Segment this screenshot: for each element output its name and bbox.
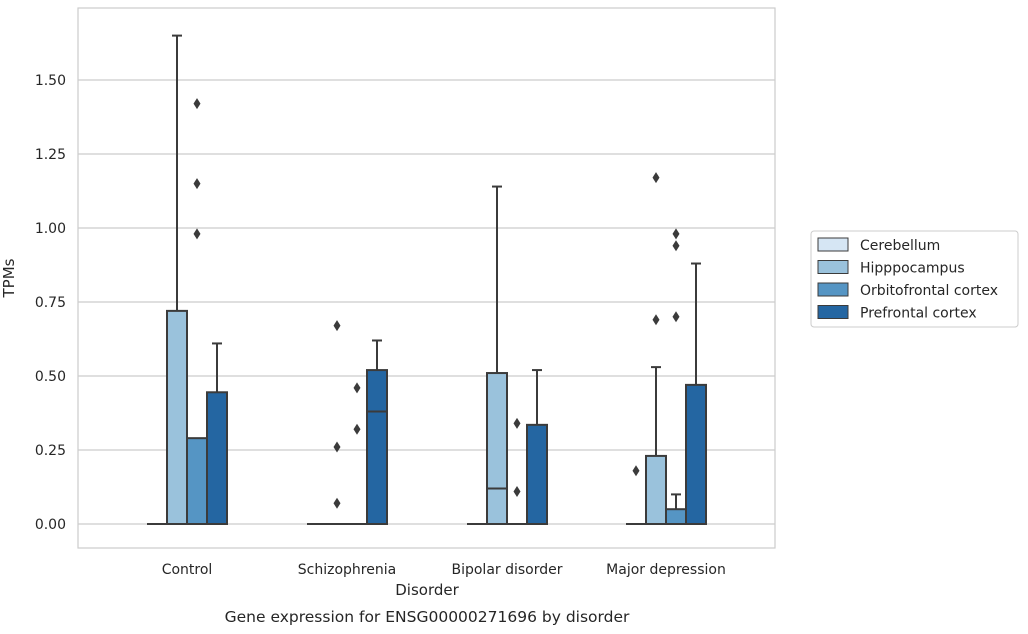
box-cerebellum-3 (626, 465, 646, 525)
outlier-point (353, 423, 361, 435)
box-prefrontal-cortex-3 (685, 262, 707, 525)
box-hipppocampus-2 (486, 185, 508, 526)
box-hipppocampus-3 (645, 172, 667, 526)
legend-swatch (817, 260, 849, 274)
box-rect (645, 454, 667, 526)
legend-swatch (817, 305, 849, 319)
outlier-point (652, 314, 660, 326)
box-rect (186, 437, 208, 525)
outlier-point (672, 311, 680, 323)
legend-label: Hipppocampus (860, 261, 965, 277)
outlier-point (193, 98, 201, 110)
outlier-point (333, 441, 341, 453)
box-prefrontal-cortex-1 (366, 339, 388, 525)
outlier-point (632, 465, 640, 477)
legend-label: Cerebellum (860, 238, 940, 254)
x-tick-label: Bipolar disorder (451, 562, 562, 578)
y-tick-labels: 0.00 0.25 0.50 0.75 1.00 1.25 1.50 (35, 73, 66, 533)
legend-label: Orbitofrontal cortex (860, 283, 998, 299)
y-tick-label: 0.75 (35, 295, 66, 311)
box-prefrontal-cortex-2 (526, 369, 548, 525)
box-orbitofrontal-cortex-2 (507, 417, 527, 525)
legend: Cerebellum Hipppocampus Orbitofrontal cort… (810, 230, 1019, 328)
box-orbitofrontal-cortex-3 (665, 228, 687, 526)
legend-swatch (817, 237, 849, 252)
y-tick-label: 1.25 (35, 147, 66, 163)
y-axis-label: TPMs (0, 258, 18, 298)
x-tick-label: Schizophrenia (298, 562, 396, 578)
x-tick-label: Control (162, 562, 213, 578)
outlier-point (652, 172, 660, 184)
box-rect (366, 369, 388, 525)
outlier-point (672, 228, 680, 240)
outlier-point (513, 417, 521, 429)
outlier-point (333, 497, 341, 509)
x-tick-labels: Control Schizophrenia Bipolar disorder Majo… (162, 562, 726, 578)
box-prefrontal-cortex-0 (206, 342, 228, 525)
box-rect (665, 508, 687, 526)
x-axis-label: Disorder (395, 581, 459, 599)
outlier-point (353, 382, 361, 394)
legend-frame (810, 230, 1019, 328)
outlier-point (193, 178, 201, 190)
box-hipppocampus-1 (327, 320, 347, 525)
outlier-point (672, 240, 680, 252)
box-rect (206, 391, 228, 525)
plot-frame (77, 7, 776, 549)
outlier-point (333, 320, 341, 332)
box-plot-series (147, 34, 707, 526)
box-rect (166, 309, 188, 525)
y-tick-label: 1.50 (35, 73, 66, 89)
outlier-point (193, 228, 201, 240)
legend-swatch (817, 282, 849, 297)
box-hipppocampus-0 (166, 34, 188, 525)
y-tick-label: 0.25 (35, 443, 66, 459)
y-tick-label: 0.50 (35, 369, 66, 385)
y-tick-label: 0.00 (35, 517, 66, 533)
outlier-point (513, 485, 521, 497)
legend-label: Prefrontal cortex (860, 306, 977, 322)
box-orbitofrontal-cortex-0 (186, 98, 208, 525)
box-orbitofrontal-cortex-1 (347, 382, 367, 525)
box-rect (685, 383, 707, 525)
y-tick-label: 1.00 (35, 221, 66, 237)
chart-caption: Gene expression for ENSG00000271696 by d… (225, 608, 630, 626)
box-rect (486, 372, 508, 526)
x-tick-label: Major depression (606, 562, 726, 578)
box-rect (526, 423, 548, 525)
